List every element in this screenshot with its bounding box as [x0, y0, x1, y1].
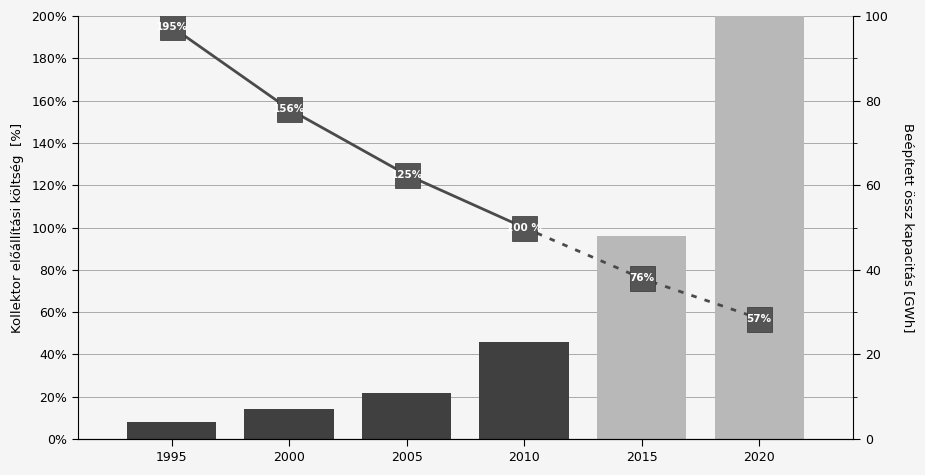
Bar — [714, 8, 804, 439]
Bar — [244, 409, 334, 439]
Text: 76%: 76% — [629, 273, 654, 284]
Bar — [127, 422, 216, 439]
Y-axis label: Kollektor előállítási költség  [%]: Kollektor előállítási költség [%] — [11, 123, 24, 332]
Bar — [597, 236, 686, 439]
Text: 156%: 156% — [273, 104, 305, 114]
Text: 100 %: 100 % — [506, 223, 542, 233]
Text: 57%: 57% — [746, 314, 771, 323]
Bar — [479, 342, 569, 439]
Text: 195%: 195% — [155, 22, 188, 32]
Bar — [362, 392, 451, 439]
Text: 125%: 125% — [390, 170, 423, 180]
Y-axis label: Beépített össz kapacitás [GWh]: Beépített össz kapacitás [GWh] — [901, 123, 914, 332]
